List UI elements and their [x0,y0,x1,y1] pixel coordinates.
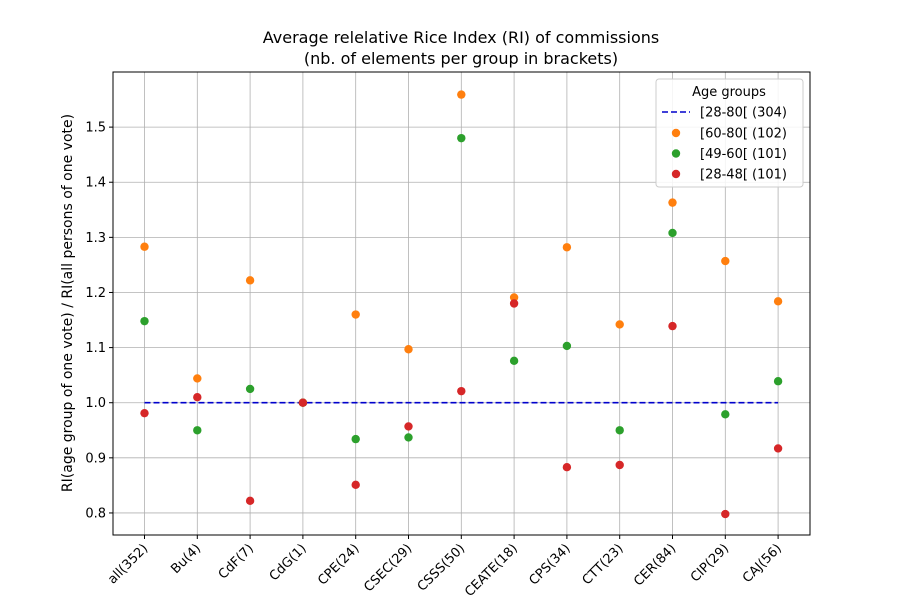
point-series-0-CPE(24) [351,310,360,319]
point-series-1-CIP(29) [721,410,730,419]
point-series-2-CSSS(50) [457,386,466,396]
point-series-2-CTT(23) [615,460,624,470]
legend: Age groups [28-80[ (304) [60-80[ (102) [49… [655,78,804,188]
legend-box [655,78,804,188]
y-tick-label: 1.3 [85,231,106,246]
point-series-1-all(352) [140,316,149,326]
point-series-1-CAJ(56) [773,377,783,386]
y-axis-label: RI(age group of one vote) / RI(all perso… [60,114,76,492]
point-series-0-CPS(34) [562,243,572,252]
point-series-2-CIP(29) [721,509,730,519]
y-tick-label: 1.2 [85,286,106,301]
x-tick-label: CIP(29) [688,541,732,585]
legend-label-series-0: [60-80[ (102) [700,127,787,142]
point-series-1-CER(84) [668,228,677,238]
y-tick-label: 1.1 [85,341,106,356]
x-tick-label: CdG(1) [267,541,310,584]
point-series-1-CSSS(50) [457,133,466,143]
point-series-2-Bu(4) [193,393,202,402]
point-series-2-all(352) [140,408,149,418]
grid [113,72,810,535]
point-series-2-CPS(34) [562,463,572,472]
x-tick-label: CSEC(29) [361,541,415,595]
x-tick-label: CdF(7) [216,541,257,582]
legend-label-series-1: [49-60[ (101) [700,147,787,162]
point-series-1-CTT(23) [615,426,624,435]
legend-swatch-series-1 [671,149,681,158]
y-tick-label: 1.0 [85,396,106,411]
x-tick-label: CSSS(50) [415,541,468,594]
point-series-2-CdG(1) [298,398,308,407]
x-axis: all(352) Bu(4) CdF(7) CdG(1) CPE(24)CSEC(29)… [105,535,785,600]
point-series-0-Bu(4) [193,374,202,383]
x-tick-label: CAJ(56) [740,541,785,586]
point-series-0-CTT(23) [615,320,624,329]
point-series-0-CSSS(50) [457,90,466,99]
point-series-2-CdF(7) [245,496,255,506]
x-tick-label: CER(84) [631,541,679,589]
point-series-1-CPS(34) [562,341,572,351]
point-series-0-CEATE(18) [509,293,519,302]
point-series-1-Bu(4) [193,426,202,435]
legend-swatch-series-2 [671,169,681,179]
legend-items: [28-80[ (304) [60-80[ (102) [49-60[ (101) [… [662,106,787,183]
point-series-0-CSEC(29) [404,345,413,354]
point-series-2-CEATE(18) [509,299,519,308]
point-series-0-CER(84) [668,198,677,207]
point-series-2-CAJ(56) [773,444,783,453]
y-tick-label: 0.9 [85,451,106,466]
y-axis: 0.8 0.9 1.0 1.1 1.2 1.3 1.4 1.5 [85,121,113,521]
chart-title: Average relelative Rice Index (RI) of co… [263,28,659,47]
x-tick-label: Bu(4) [168,541,204,577]
point-series-1-CPE(24) [351,434,360,444]
point-series-2-CER(84) [668,321,677,331]
point-series-1-CSEC(29) [404,433,413,442]
data-points [140,90,783,519]
point-series-0-CIP(29) [721,256,730,266]
point-series-0-all(352) [140,242,149,251]
y-tick-label: 0.8 [85,506,106,521]
point-series-2-CSEC(29) [404,422,413,431]
x-tick-label: CEATE(18) [462,541,521,600]
legend-title: Age groups [692,85,766,100]
x-tick-label: CPE(24) [315,541,362,588]
x-tick-label: all(352) [105,541,151,587]
point-series-1-CEATE(18) [509,356,519,366]
point-series-0-CAJ(56) [773,297,783,306]
y-tick-label: 1.5 [85,121,106,136]
point-series-0-CdF(7) [245,276,255,285]
legend-label-reference: [28-80[ (304) [700,106,787,121]
y-tick-label: 1.4 [85,176,106,191]
x-tick-label: CTT(23) [580,541,627,588]
x-tick-label: CPS(34) [526,541,573,588]
chart-subtitle: (nb. of elements per group in brackets) [304,49,618,68]
point-series-2-CPE(24) [351,480,360,490]
legend-label-series-2: [28-48[ (101) [700,168,787,183]
legend-swatch-series-0 [671,128,681,138]
point-series-1-CdF(7) [245,384,255,394]
